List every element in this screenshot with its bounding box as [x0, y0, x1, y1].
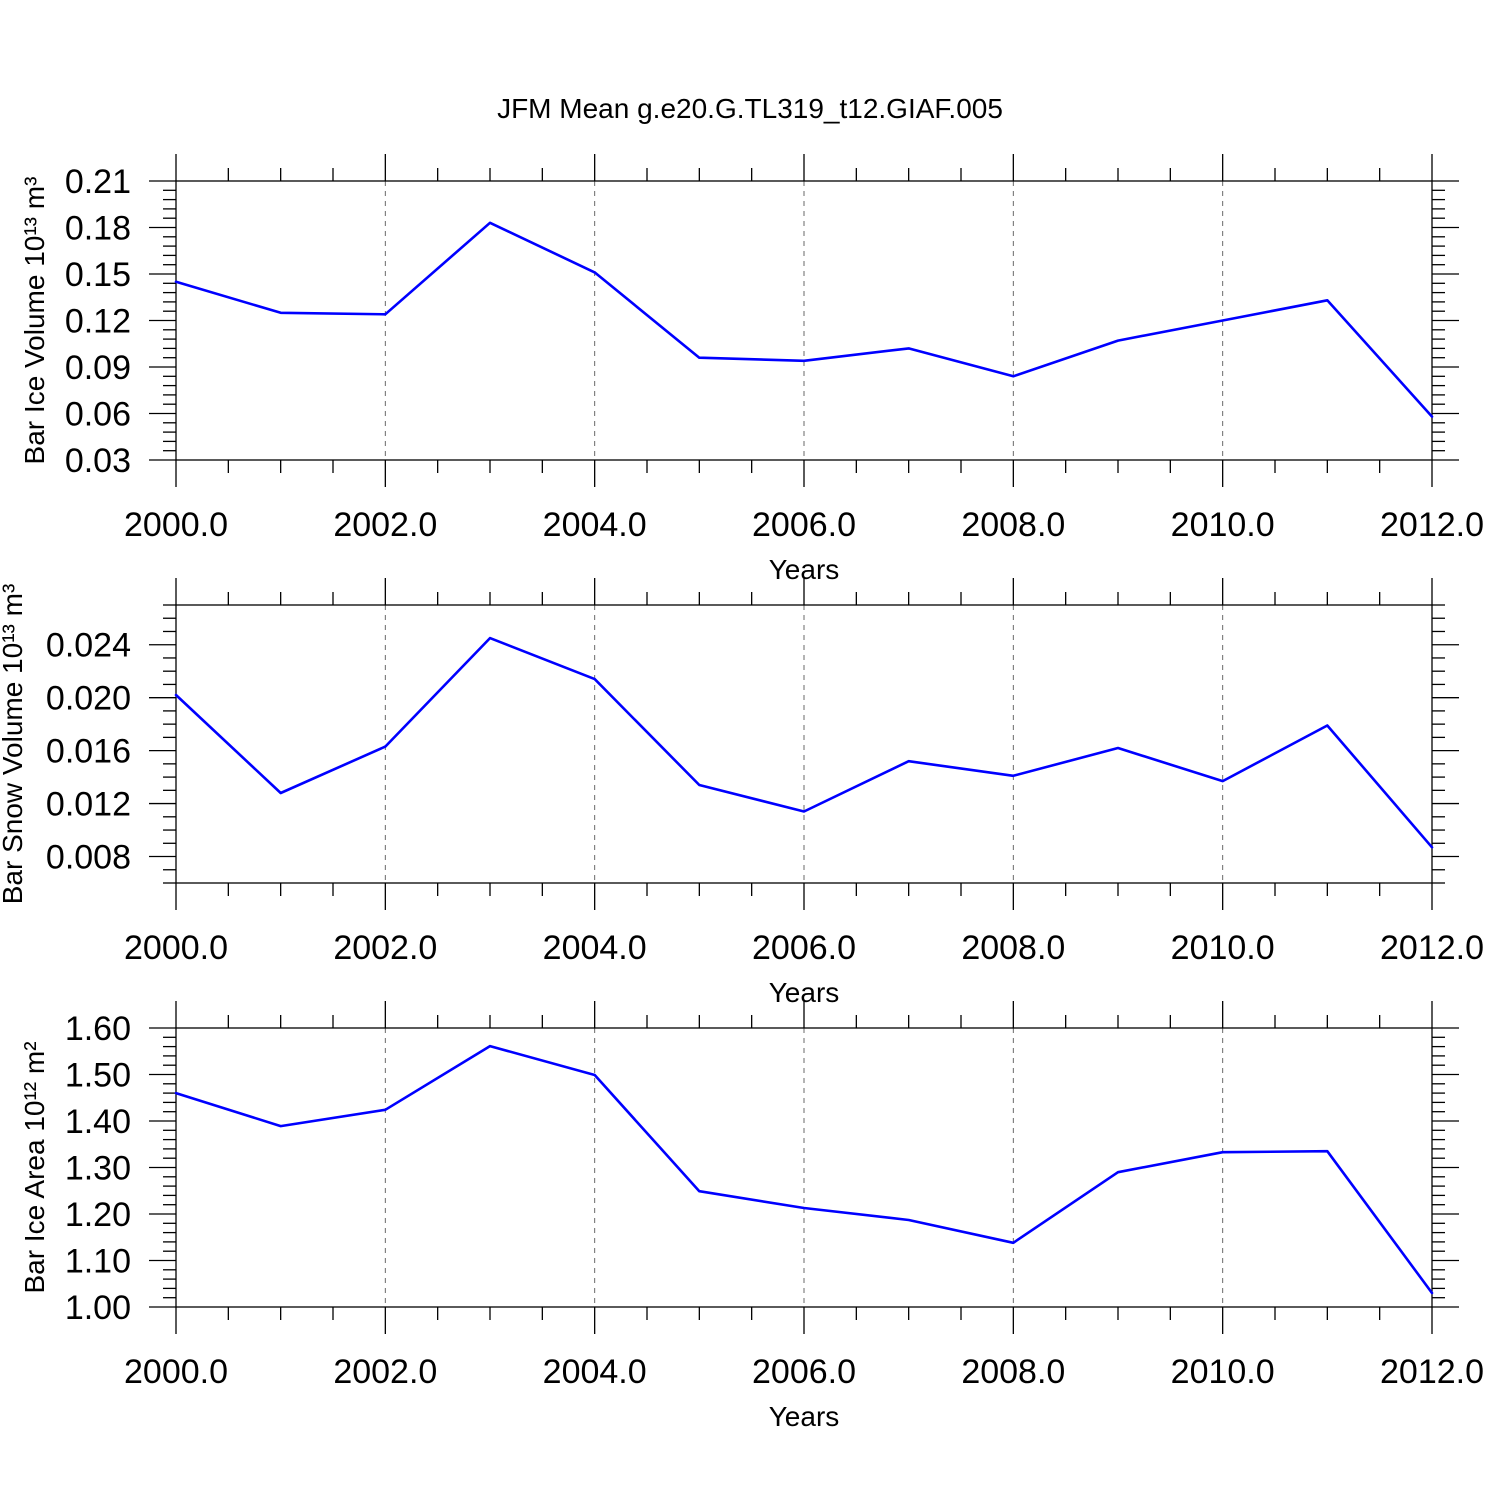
y-tick-label: 0.012	[46, 786, 131, 824]
y-tick-label: 0.020	[46, 680, 131, 718]
ice-volume-panel: 2000.0 2002.0 2004.0 2006.0 2008.0 2010.0 2012…	[19, 154, 1484, 585]
y-axis-title: Bar Ice Volume 10¹³ m³	[19, 177, 50, 465]
x-tick-label: 2012.0	[1380, 1353, 1484, 1391]
x-tick-label: 2008.0	[961, 506, 1065, 544]
series-line	[174, 636, 1434, 849]
x-tick-label: 2002.0	[333, 929, 437, 967]
figure-title: JFM Mean g.e20.G.TL319_t12.GIAF.005	[497, 93, 1003, 124]
x-tick-label: 2006.0	[752, 929, 856, 967]
ice-area-panel: 2000.0 2002.0 2004.0 2006.0 2008.0 2010.0 2012…	[19, 1001, 1484, 1432]
y-tick-label: 1.40	[65, 1103, 131, 1141]
x-tick-label: 2000.0	[124, 929, 228, 967]
x-tick-label: 2010.0	[1171, 929, 1275, 967]
y-tick-label: 1.50	[65, 1057, 131, 1095]
y-tick-label: 1.30	[65, 1150, 131, 1188]
y-tick-label: 0.06	[65, 396, 131, 434]
y-tick-label: 1.60	[65, 1010, 131, 1048]
y-tick-label: 0.12	[65, 303, 131, 341]
y-tick-label: 1.00	[65, 1289, 131, 1327]
series-line	[174, 1044, 1434, 1295]
x-tick-label: 2004.0	[543, 506, 647, 544]
snow-volume-panel: 2000.0 2002.0 2004.0 2006.0 2008.0 2010.0 2012…	[0, 578, 1484, 1008]
x-tick-label: 2006.0	[752, 506, 856, 544]
y-tick-label: 0.024	[46, 627, 131, 665]
y-tick-label: 0.21	[65, 163, 131, 201]
x-tick-label: 2000.0	[124, 1353, 228, 1391]
x-tick-label: 2004.0	[543, 929, 647, 967]
series-line	[174, 221, 1434, 418]
y-tick-label: 0.03	[65, 442, 131, 480]
x-tick-label: 2000.0	[124, 506, 228, 544]
y-tick-label: 0.09	[65, 349, 131, 387]
x-tick-label: 2006.0	[752, 1353, 856, 1391]
x-tick-label: 2004.0	[543, 1353, 647, 1391]
y-axis-title: Bar Ice Area 10¹² m²	[19, 1041, 50, 1293]
x-tick-label: 2012.0	[1380, 929, 1484, 967]
y-axis-title: Bar Snow Volume 10¹³ m³	[0, 584, 28, 905]
y-tick-label: 0.016	[46, 733, 131, 771]
y-tick-label: 0.15	[65, 256, 131, 294]
x-tick-label: 2002.0	[333, 1353, 437, 1391]
y-tick-label: 0.008	[46, 839, 131, 877]
x-tick-label: 2010.0	[1171, 506, 1275, 544]
x-tick-label: 2010.0	[1171, 1353, 1275, 1391]
y-tick-label: 1.10	[65, 1243, 131, 1281]
y-tick-label: 1.20	[65, 1196, 131, 1234]
x-tick-label: 2008.0	[961, 929, 1065, 967]
x-tick-label: 2008.0	[961, 1353, 1065, 1391]
y-tick-label: 0.18	[65, 210, 131, 248]
x-tick-label: 2012.0	[1380, 506, 1484, 544]
x-axis-title: Years	[769, 1401, 840, 1432]
x-tick-label: 2002.0	[333, 506, 437, 544]
